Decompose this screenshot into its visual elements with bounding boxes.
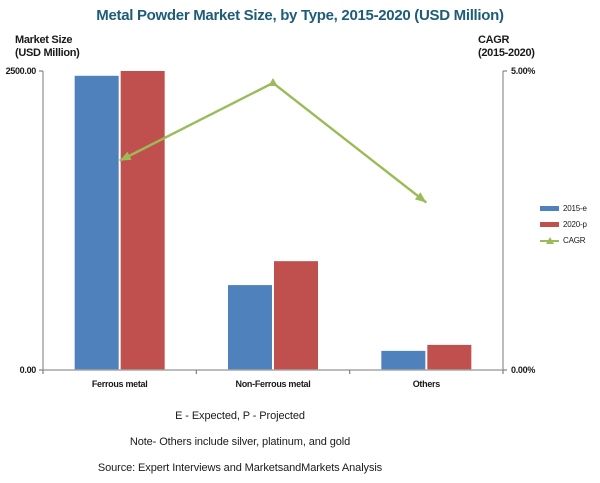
footnote-expected-projected: E - Expected, P - Projected [175,410,305,422]
category-label-non-ferrous-metal: Non-Ferrous metal [236,379,311,389]
footnote-source: Source: Expert Interviews and Marketsand… [97,462,383,474]
legend-label-2015e: 2015-e [563,204,587,213]
footnote-note-others: Note- Others include silver, platinum, a… [129,436,351,448]
left-axis-max-label: 2500.00 [6,66,37,76]
right-axis-max-label: 5.00% [511,66,535,76]
right-axis-title: CAGR (2015-2020) [478,34,535,60]
bar-2020-p-non-ferrous-metal [274,261,318,370]
left-axis-min-label: 0.00 [20,365,37,375]
right-axis-min-label: 0.00% [511,365,535,375]
legend-item-2015e: 2015-e [540,203,587,214]
bar-2015-e-ferrous-metal [74,75,119,370]
cagr-line-mid-triangle-marker-icon [268,77,278,86]
bar-2015-e-others [381,350,426,370]
legend-swatch-cagr-line-icon [540,236,559,245]
plot-area: 2500.00 0.00 5.00% 0.00% Ferrous metal Non-Fe… [6,66,536,389]
cagr-line-end-arrow-icon [414,192,427,203]
legend-label-2020p: 2020-p [563,220,587,229]
legend-item-cagr: CAGR [540,235,587,246]
cagr-line-start-arrow-icon [119,151,132,161]
right-axis-title-line1: CAGR [478,34,510,46]
legend-swatch-2020p-bar-icon [540,222,559,227]
left-axis-title-line1: Market Size [15,34,73,46]
bar-2020-p-ferrous-metal [120,71,165,370]
bar-2020-p-others [427,344,472,370]
category-label-ferrous-metal: Ferrous metal [92,379,148,389]
right-axis-title-line2: (2015-2020) [478,47,535,59]
legend-label-cagr: CAGR [563,236,586,245]
legend-swatch-2015e-bar-icon [540,206,559,211]
category-label-others: Others [413,379,441,389]
triangle-marker-icon [546,237,554,244]
left-axis-title: Market Size (USD Million) [15,34,80,60]
legend: 2015-e 2020-p CAGR [540,203,587,251]
legend-item-2020p: 2020-p [540,219,587,230]
chart-title: Metal Powder Market Size, by Type, 2015-… [96,7,504,24]
left-axis-title-line2: (USD Million) [15,47,80,59]
bar-2015-e-non-ferrous-metal [228,285,272,370]
cagr-line [119,81,428,204]
